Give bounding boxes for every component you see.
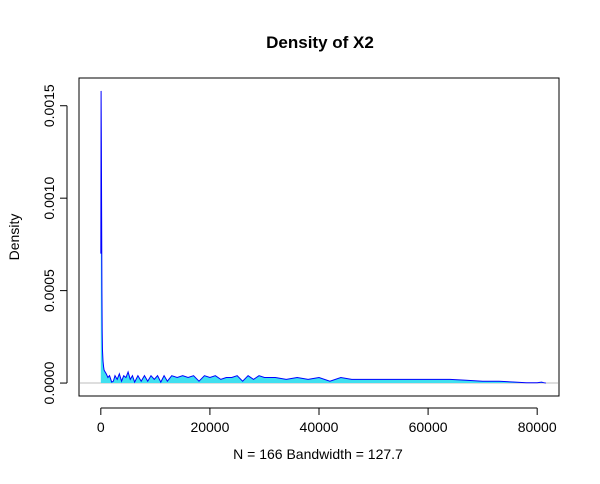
x-axis-label: N = 166 Bandwidth = 127.7	[233, 446, 403, 462]
density-area	[100, 90, 546, 384]
chart-title: Density of X2	[266, 33, 374, 52]
x-axis: 0 20000 40000 60000 80000	[97, 407, 557, 435]
x-tick-label: 40000	[300, 419, 339, 435]
y-tick-label: 0.0010	[41, 177, 57, 220]
x-tick-label: 20000	[190, 419, 229, 435]
y-axis: 0.0000 0.0005 0.0010 0.0015	[41, 84, 68, 404]
plot-box	[78, 77, 560, 397]
y-tick-label: 0.0000	[41, 361, 57, 404]
x-tick-label: 0	[97, 419, 105, 435]
y-tick-label: 0.0015	[41, 84, 57, 127]
x-tick-label: 80000	[518, 419, 557, 435]
y-tick-label: 0.0005	[41, 269, 57, 312]
x-tick-label: 60000	[409, 419, 448, 435]
y-axis-label: Density	[6, 214, 22, 261]
density-line	[100, 90, 546, 384]
